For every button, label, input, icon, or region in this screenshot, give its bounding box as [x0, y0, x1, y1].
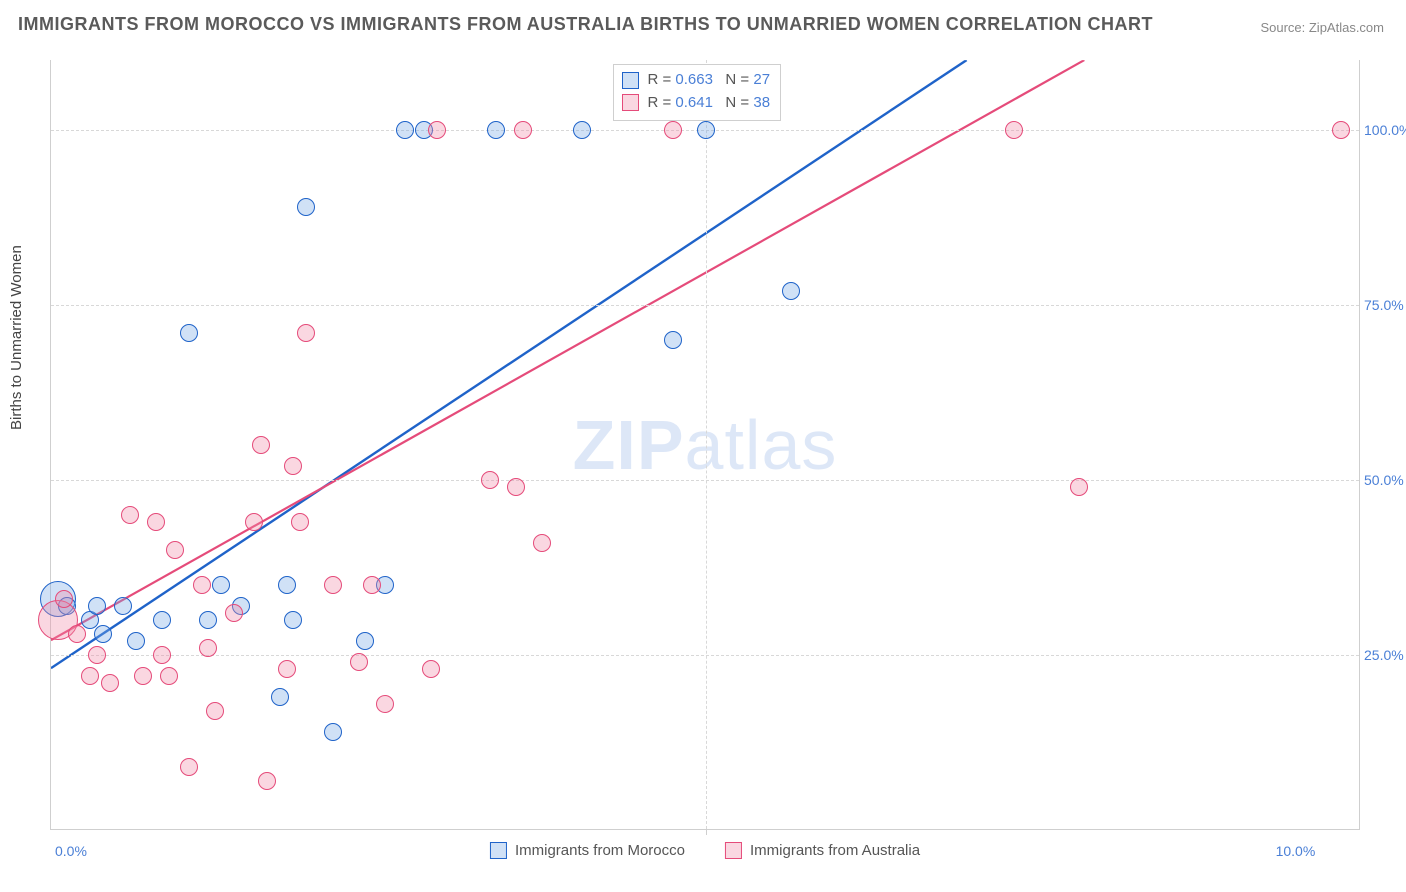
trend-lines-layer: [51, 60, 1359, 829]
scatter-point-australia: [324, 576, 342, 594]
watermark-atlas: atlas: [685, 406, 838, 484]
scatter-point-australia: [284, 457, 302, 475]
scatter-point-morocco: [88, 597, 106, 615]
stats-text-australia: R = 0.641 N = 38: [647, 92, 770, 115]
scatter-point-australia: [101, 674, 119, 692]
scatter-point-australia: [199, 639, 217, 657]
scatter-point-australia: [180, 758, 198, 776]
scatter-point-australia: [245, 513, 263, 531]
scatter-point-australia: [1070, 478, 1088, 496]
scatter-point-morocco: [664, 331, 682, 349]
scatter-point-morocco: [180, 324, 198, 342]
y-tick-label: 25.0%: [1364, 647, 1406, 663]
scatter-point-australia: [428, 121, 446, 139]
scatter-point-australia: [507, 478, 525, 496]
legend-swatch-morocco: [490, 842, 507, 859]
legend-item-morocco: Immigrants from Morocco: [490, 842, 685, 859]
scatter-point-morocco: [573, 121, 591, 139]
y-axis-label: Births to Unmarried Women: [8, 245, 25, 430]
scatter-point-australia: [533, 534, 551, 552]
series-legend: Immigrants from Morocco Immigrants from A…: [490, 842, 920, 859]
trend-line-morocco: [51, 60, 967, 668]
scatter-point-australia: [376, 695, 394, 713]
legend-swatch-morocco: [622, 72, 639, 89]
scatter-point-australia: [291, 513, 309, 531]
x-tick-label: 10.0%: [1276, 843, 1316, 859]
scatter-point-morocco: [94, 625, 112, 643]
gridline-vertical: [706, 60, 707, 829]
y-tick-label: 75.0%: [1364, 297, 1406, 313]
scatter-point-morocco: [278, 576, 296, 594]
stats-row-australia: R = 0.641 N = 38: [622, 92, 770, 115]
legend-label-australia: Immigrants from Australia: [750, 842, 920, 859]
source-name: ZipAtlas.com: [1309, 20, 1384, 35]
gridline-horizontal: [51, 305, 1359, 306]
scatter-point-australia: [481, 471, 499, 489]
scatter-point-australia: [134, 667, 152, 685]
scatter-point-australia: [81, 667, 99, 685]
scatter-point-morocco: [697, 121, 715, 139]
gridline-horizontal: [51, 480, 1359, 481]
scatter-point-australia: [278, 660, 296, 678]
watermark-zip: ZIP: [573, 406, 685, 484]
scatter-point-morocco: [324, 723, 342, 741]
stats-text-morocco: R = 0.663 N = 27: [647, 69, 770, 92]
scatter-point-australia: [664, 121, 682, 139]
chart-plot-area: ZIPatlas 25.0%50.0%75.0%100.0%0.0%10.0%R…: [50, 60, 1360, 830]
scatter-point-morocco: [127, 632, 145, 650]
scatter-point-australia: [160, 667, 178, 685]
x-tick-label: 0.0%: [55, 843, 87, 859]
scatter-point-australia: [68, 625, 86, 643]
scatter-point-australia: [88, 646, 106, 664]
scatter-point-australia: [206, 702, 224, 720]
legend-swatch-australia: [725, 842, 742, 859]
scatter-point-morocco: [297, 198, 315, 216]
legend-label-morocco: Immigrants from Morocco: [515, 842, 685, 859]
trend-line-australia: [51, 60, 1084, 640]
legend-swatch-australia: [622, 94, 639, 111]
stats-row-morocco: R = 0.663 N = 27: [622, 69, 770, 92]
legend-item-australia: Immigrants from Australia: [725, 842, 920, 859]
scatter-point-australia: [363, 576, 381, 594]
scatter-point-australia: [1332, 121, 1350, 139]
source-prefix: Source:: [1260, 20, 1308, 35]
watermark: ZIPatlas: [573, 405, 838, 485]
scatter-point-morocco: [271, 688, 289, 706]
scatter-point-morocco: [153, 611, 171, 629]
scatter-point-australia: [258, 772, 276, 790]
x-tick-mark: [706, 829, 707, 835]
scatter-point-australia: [252, 436, 270, 454]
scatter-point-morocco: [487, 121, 505, 139]
scatter-point-australia: [121, 506, 139, 524]
scatter-point-australia: [193, 576, 211, 594]
scatter-point-morocco: [114, 597, 132, 615]
scatter-point-morocco: [212, 576, 230, 594]
scatter-point-australia: [55, 590, 73, 608]
y-tick-label: 50.0%: [1364, 472, 1406, 488]
scatter-point-australia: [166, 541, 184, 559]
correlation-stats-legend: R = 0.663 N = 27R = 0.641 N = 38: [613, 64, 781, 121]
scatter-point-morocco: [284, 611, 302, 629]
y-tick-label: 100.0%: [1364, 122, 1406, 138]
scatter-point-australia: [297, 324, 315, 342]
scatter-point-australia: [225, 604, 243, 622]
gridline-horizontal: [51, 655, 1359, 656]
scatter-point-australia: [153, 646, 171, 664]
scatter-point-australia: [514, 121, 532, 139]
scatter-point-morocco: [356, 632, 374, 650]
chart-title: IMMIGRANTS FROM MOROCCO VS IMMIGRANTS FR…: [18, 14, 1153, 35]
scatter-point-australia: [350, 653, 368, 671]
scatter-point-australia: [147, 513, 165, 531]
scatter-point-morocco: [396, 121, 414, 139]
scatter-point-morocco: [782, 282, 800, 300]
source-attribution: Source: ZipAtlas.com: [1260, 20, 1384, 35]
scatter-point-australia: [422, 660, 440, 678]
scatter-point-morocco: [199, 611, 217, 629]
scatter-point-australia: [1005, 121, 1023, 139]
